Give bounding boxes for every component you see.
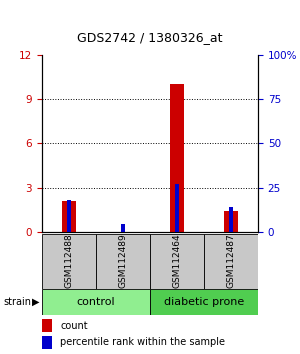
- Bar: [175, 184, 179, 232]
- Text: count: count: [60, 321, 88, 331]
- Text: GSM112488: GSM112488: [64, 234, 74, 289]
- Bar: [150, 234, 204, 289]
- Bar: [42, 336, 52, 349]
- Text: diabetic prone: diabetic prone: [164, 297, 244, 307]
- Bar: [150, 289, 258, 315]
- Bar: [42, 319, 52, 332]
- Text: control: control: [77, 297, 115, 307]
- Text: percentile rank within the sample: percentile rank within the sample: [60, 337, 225, 347]
- Bar: [42, 289, 150, 315]
- Text: strain: strain: [3, 297, 31, 307]
- Text: GSM112464: GSM112464: [172, 234, 182, 289]
- Text: GDS2742 / 1380326_at: GDS2742 / 1380326_at: [77, 31, 223, 44]
- Bar: [121, 224, 125, 232]
- Bar: [42, 234, 96, 289]
- Bar: [96, 234, 150, 289]
- Bar: [62, 201, 76, 232]
- Text: ▶: ▶: [32, 297, 39, 307]
- Bar: [204, 234, 258, 289]
- Bar: [170, 84, 184, 232]
- Bar: [67, 200, 71, 232]
- Text: GSM112489: GSM112489: [118, 234, 127, 289]
- Bar: [224, 211, 238, 232]
- Text: GSM112487: GSM112487: [226, 234, 236, 289]
- Bar: [229, 207, 233, 232]
